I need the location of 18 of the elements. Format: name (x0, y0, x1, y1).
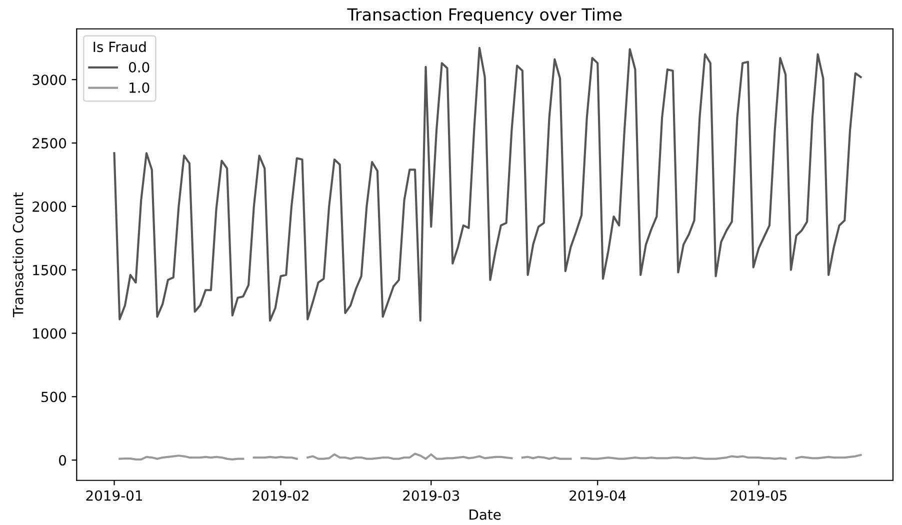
x-tick-label: 2019-03 (403, 490, 460, 501)
y-tick-label: 0 (59, 455, 66, 466)
legend-label: 0.0 (128, 62, 150, 73)
y-tick-label: 2000 (32, 201, 66, 212)
y-tick-label: 2500 (32, 138, 66, 148)
x-tick-label: 2019-02 (252, 490, 308, 501)
y-tick-label: 1500 (33, 264, 66, 276)
x-tick-label: 2019-01 (86, 490, 142, 501)
y-axis-title: Transaction Count (12, 192, 24, 318)
y-tick-label: 1000 (33, 328, 66, 339)
x-axis-title: Date (470, 510, 501, 520)
x-tick-label: 2019-04 (570, 490, 626, 501)
y-tick-label: 500 (42, 392, 66, 402)
chart-title: Transaction Frequency over Time (347, 8, 622, 24)
legend-label: 1.0 (130, 82, 150, 93)
x-tick-label: 2019-05 (730, 490, 787, 501)
y-tick-label: 3000 (32, 74, 66, 86)
legend-title: Is Fraud (94, 41, 146, 52)
